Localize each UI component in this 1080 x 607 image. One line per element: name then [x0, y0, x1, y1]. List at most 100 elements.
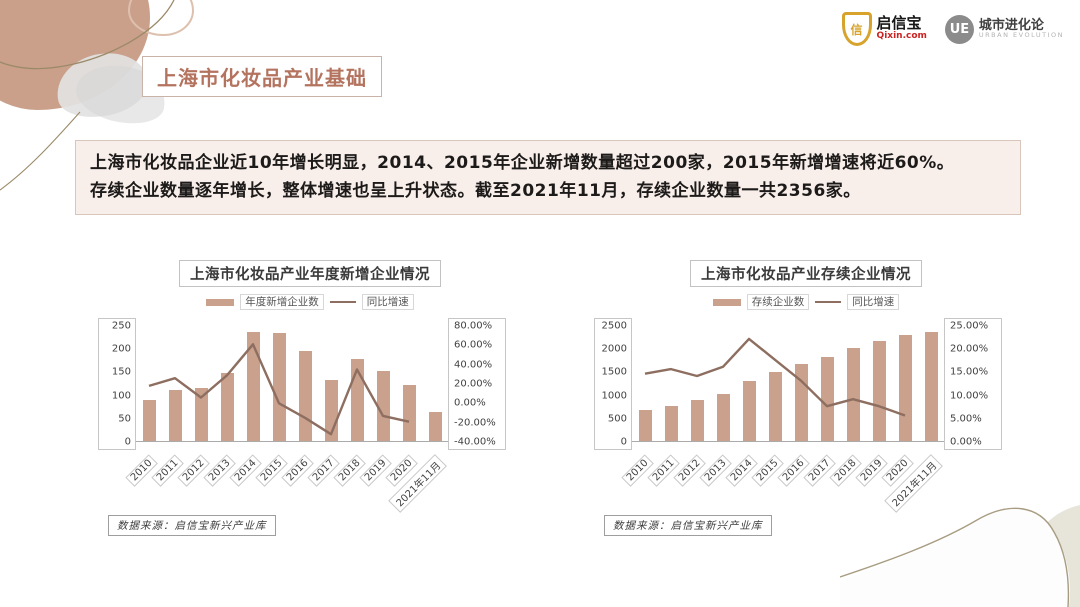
y-axis-tick: 1500 [601, 366, 627, 378]
right-axis: 25.00% 20.00% 15.00% 10.00% 5.00% 0.00% [944, 318, 1002, 450]
x-axis-label: 2016 [281, 454, 315, 487]
secondary-axis-tick: 80.00% [454, 320, 493, 332]
bar [768, 371, 782, 441]
bar [428, 412, 442, 441]
qixin-domain: Qixin.com [876, 31, 927, 42]
y-axis-tick: 2000 [601, 343, 627, 355]
bar [142, 400, 156, 441]
right-axis: 80.00% 60.00% 40.00% 20.00% 0.00% -20.00% -40.… [448, 318, 506, 450]
legend-line-label: 同比增速 [361, 293, 414, 311]
x-axis-label: 2014 [229, 454, 263, 487]
chart-title: 上海市化妆品产业年度新增企业情况 [179, 260, 441, 287]
x-axis-label: 2011 [151, 454, 185, 487]
bar [898, 334, 912, 441]
page-title: 上海市化妆品产业基础 [142, 56, 382, 97]
qixin-shield-icon: 信 [841, 12, 872, 46]
x-axis-label: 2012 [673, 454, 707, 487]
secondary-axis-tick: -40.00% [454, 436, 496, 448]
x-axis-label: 2019 [359, 454, 393, 487]
summary-line-1: 上海市化妆品企业近10年增长明显，2014、2015年企业新增数量超过200家，… [90, 153, 955, 173]
bar [716, 394, 730, 441]
summary-line-2: 存续企业数量逐年增长，整体增速也呈上升状态。截至2021年11月，存续企业数量一… [90, 180, 861, 201]
x-axis-label: 2019 [855, 454, 889, 487]
y-axis-tick: 1000 [601, 390, 627, 402]
bar [872, 340, 886, 441]
y-axis-tick: 200 [111, 343, 131, 355]
legend-line-swatch [815, 300, 842, 304]
x-axis-label: 2015 [255, 454, 289, 487]
y-axis-tick: 250 [111, 320, 131, 332]
x-axis-label: 2017 [307, 454, 341, 487]
secondary-axis-tick: 5.00% [950, 413, 982, 425]
y-axis-tick: 150 [111, 366, 131, 378]
bar [376, 370, 390, 441]
secondary-axis-tick: 20.00% [454, 378, 493, 390]
bar [194, 387, 208, 441]
x-axis-label: 2011 [647, 454, 681, 487]
bar [794, 363, 808, 441]
left-axis: 2500 2000 1500 1000 500 0 [594, 318, 632, 450]
bar [324, 380, 338, 441]
x-axis-label: 2013 [699, 454, 733, 487]
plot-area [136, 325, 448, 442]
chart-legend: 存续企业数 同比增速 [594, 293, 1018, 311]
x-axis-label: 2018 [333, 454, 367, 487]
bar [246, 331, 260, 441]
x-axis-label: 2017 [803, 454, 837, 487]
bar [220, 372, 234, 441]
legend-bar-label: 年度新增企业数 [240, 293, 324, 311]
y-axis-tick: 0 [620, 436, 627, 448]
x-axis-label: 2012 [177, 454, 211, 487]
secondary-axis-tick: 25.00% [950, 320, 989, 332]
x-axis-label: 2015 [751, 454, 785, 487]
chart-title: 上海市化妆品产业存续企业情况 [690, 260, 922, 287]
bar [846, 348, 860, 441]
x-axis-label: 2018 [829, 454, 863, 487]
bar [924, 331, 938, 441]
ue-name: 城市进化论 [978, 17, 1044, 33]
chart-legend: 年度新增企业数 同比增速 [98, 293, 522, 311]
ue-logo[interactable]: UE 城市进化论 URBAN EVOLUTION [940, 12, 1068, 46]
legend-bar-swatch [206, 298, 235, 306]
legend-line-swatch [329, 300, 356, 304]
bar [638, 409, 652, 441]
trend-line [148, 343, 410, 436]
legend-bar-swatch [712, 298, 741, 306]
secondary-axis-tick: 20.00% [950, 343, 989, 355]
logo-bar: 信 启信宝 Qixin.com UE 城市进化论 URBAN EVOLUTION [837, 10, 1068, 48]
ue-subtitle: URBAN EVOLUTION [978, 31, 1064, 40]
secondary-axis-tick: 40.00% [454, 359, 493, 371]
qixin-logo[interactable]: 信 启信宝 Qixin.com [837, 10, 931, 48]
x-axis-label: 2013 [203, 454, 237, 487]
plot-area [632, 325, 944, 442]
y-axis-tick: 2500 [601, 320, 627, 332]
secondary-axis-tick: 10.00% [950, 390, 989, 402]
x-axis-label: 2014 [725, 454, 759, 487]
x-axis-label: 2016 [777, 454, 811, 487]
bar [298, 350, 312, 441]
x-axis-labels: 2010 2011 2012 2013 2014 2015 2016 2017 2018 2019… [98, 450, 522, 514]
legend-line-label: 同比增速 [847, 293, 900, 311]
x-axis-label: 2010 [621, 454, 655, 487]
legend-bar-label: 存续企业数 [746, 293, 810, 311]
secondary-axis-tick: 60.00% [454, 339, 493, 351]
y-axis-tick: 100 [111, 390, 131, 402]
bar [350, 359, 364, 441]
bar [402, 385, 416, 441]
x-axis-label: 2010 [125, 454, 159, 487]
trend-line [644, 337, 906, 417]
bar [742, 381, 756, 441]
bar [820, 357, 834, 441]
chart-card-surviving: 上海市化妆品产业存续企业情况 存续企业数 同比增速 2500 2000 1500 10… [594, 260, 1018, 536]
summary-box: 上海市化妆品企业近10年增长明显，2014、2015年企业新增数量超过200家，… [75, 140, 1021, 216]
bar [168, 389, 182, 441]
secondary-axis-tick: 0.00% [950, 436, 982, 448]
source-note: 数据来源：启信宝新兴产业库 [604, 515, 772, 536]
qixin-name: 启信宝 [876, 14, 922, 33]
y-axis-tick: 50 [118, 413, 131, 425]
secondary-axis-tick: 0.00% [454, 397, 486, 409]
left-axis: 250 200 150 100 50 0 [98, 318, 136, 450]
ue-circle-icon: UE [944, 14, 974, 44]
x-axis-labels: 2010 2011 2012 2013 2014 2015 2016 2017 2018 2019… [594, 450, 1018, 514]
